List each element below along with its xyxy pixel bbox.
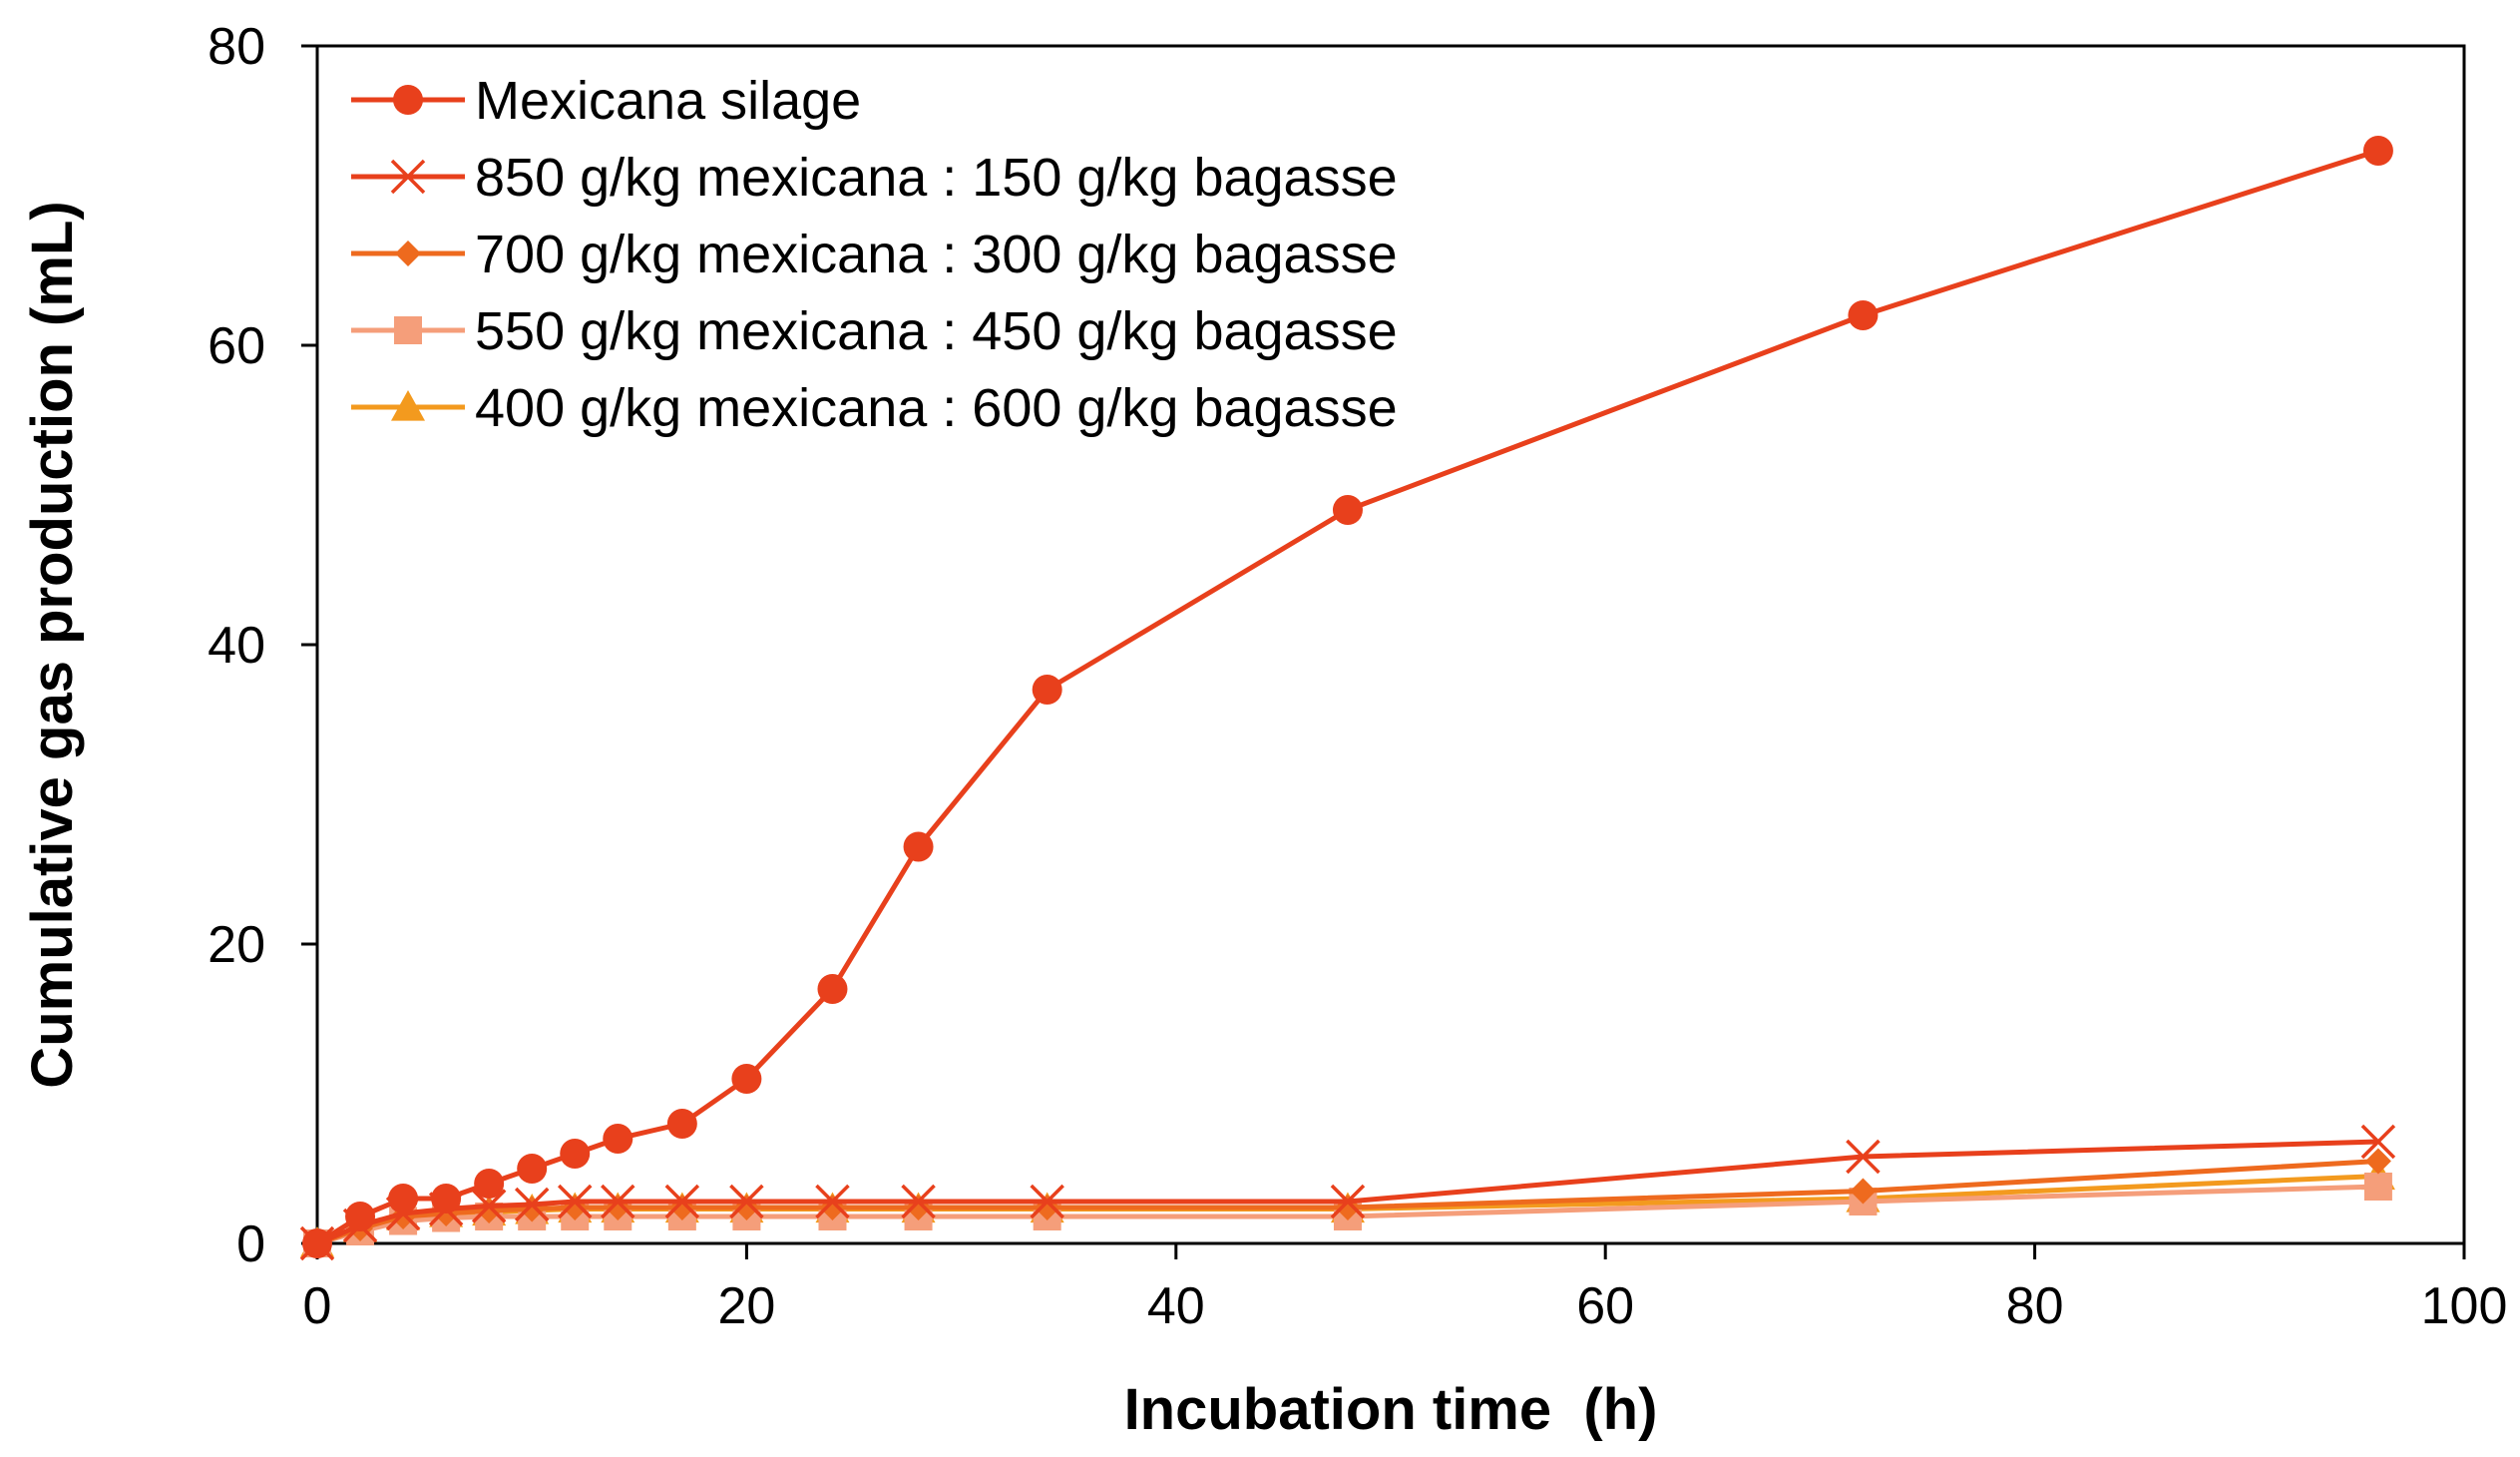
data-point: [431, 1184, 462, 1214]
legend-label: 850 g/kg mexicana : 150 g/kg bagasse: [475, 148, 1398, 208]
data-point: [474, 1169, 505, 1199]
series-2: [299, 1124, 2396, 1261]
legend-entry: 550 g/kg mexicana : 450 g/kg bagasse: [351, 301, 1398, 361]
legend-marker: [391, 390, 425, 421]
x-tick-label: 20: [717, 1277, 775, 1335]
x-tick-label: 0: [303, 1277, 332, 1335]
data-point: [1848, 300, 1879, 330]
data-point: [345, 1202, 376, 1231]
data-point: [388, 1184, 419, 1214]
legend-marker: [394, 316, 422, 344]
data-point: [1850, 1178, 1877, 1205]
legend-label: Mexicana silage: [475, 71, 861, 131]
data-point: [2364, 1148, 2391, 1175]
data-point: [471, 1189, 507, 1223]
data-point: [815, 1184, 850, 1219]
legend-label: 400 g/kg mexicana : 600 g/kg bagasse: [475, 378, 1398, 438]
data-point: [731, 1064, 762, 1094]
y-tick-label: 80: [208, 18, 265, 76]
series-line: [315, 148, 2379, 1246]
x-tick-label: 40: [1147, 1277, 1205, 1335]
series-line: [316, 1184, 2378, 1246]
data-point: [817, 974, 848, 1004]
data-point: [514, 1187, 550, 1222]
data-point: [666, 1109, 697, 1139]
legend-marker: [393, 85, 423, 115]
series-1: [302, 136, 2393, 1258]
y-tick-label: 60: [208, 317, 265, 375]
legend-entry: 400 g/kg mexicana : 600 g/kg bagasse: [351, 378, 1398, 438]
data-point: [1030, 1184, 1064, 1219]
y-tick-label: 0: [236, 1215, 265, 1273]
series-layer: [299, 136, 2396, 1261]
data-point: [1846, 1139, 1881, 1175]
legend-entry: 850 g/kg mexicana : 150 g/kg bagasse: [351, 148, 1398, 208]
data-point: [302, 1228, 332, 1258]
x-tick-label: 60: [1576, 1277, 1634, 1335]
y-axis-title: Cumulative gas production (mL): [20, 201, 85, 1088]
series-line: [316, 1139, 2378, 1246]
data-point: [603, 1124, 633, 1154]
x-tick-label: 80: [2006, 1277, 2064, 1335]
data-point: [558, 1184, 593, 1219]
data-point: [903, 831, 934, 862]
data-point: [2363, 1173, 2392, 1201]
data-point: [901, 1184, 936, 1219]
data-point: [2360, 1124, 2396, 1160]
data-point: [1330, 1184, 1366, 1219]
legend-label: 700 g/kg mexicana : 300 g/kg bagasse: [475, 225, 1398, 284]
legend-entry: 700 g/kg mexicana : 300 g/kg bagasse: [351, 225, 1398, 284]
legend: Mexicana silage 850 g/kg mexicana : 150 g…: [351, 71, 1398, 438]
data-point: [560, 1139, 591, 1169]
x-axis-title: Incubation time (h): [1124, 1377, 1658, 1442]
y-tick-label: 40: [208, 617, 265, 675]
axis-ticks: 0 20 40 60 80 100 0 20 40 60 80: [208, 18, 2507, 1335]
data-point: [1332, 495, 1363, 525]
data-point: [2362, 136, 2393, 166]
data-point: [601, 1184, 635, 1219]
data-point: [1032, 675, 1062, 705]
data-point: [664, 1184, 700, 1219]
legend-entry: Mexicana silage: [351, 71, 861, 131]
data-point: [729, 1184, 764, 1219]
legend-label: 550 g/kg mexicana : 450 g/kg bagasse: [475, 301, 1398, 361]
x-tick-label: 100: [2421, 1277, 2508, 1335]
legend-marker: [395, 241, 421, 266]
series-line: [316, 1159, 2379, 1246]
legend-marker: [390, 159, 426, 195]
data-point: [517, 1154, 548, 1184]
y-tick-label: 20: [208, 916, 265, 974]
